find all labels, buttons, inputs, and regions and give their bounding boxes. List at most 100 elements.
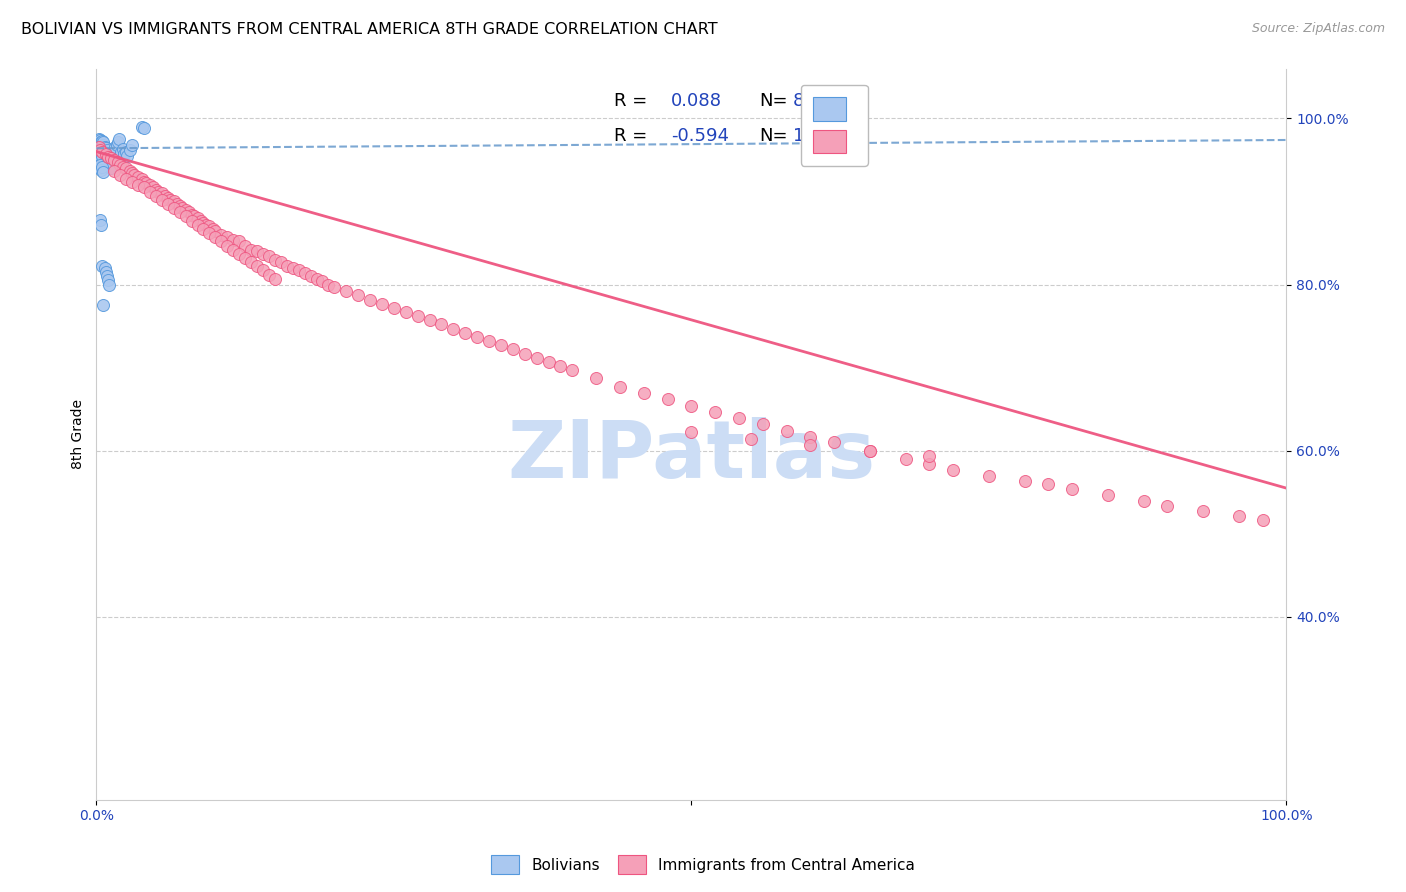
Point <box>145 188 167 202</box>
Point <box>90 138 112 153</box>
Text: N=: N= <box>759 93 787 111</box>
Point <box>150 186 173 201</box>
Y-axis label: 8th Grade: 8th Grade <box>72 399 86 469</box>
Point <box>98 277 121 292</box>
Point <box>93 139 115 153</box>
Point <box>193 216 215 230</box>
Point <box>299 269 322 284</box>
Point <box>121 166 143 180</box>
Point <box>263 252 285 267</box>
Point <box>1097 488 1119 502</box>
Point <box>93 146 115 161</box>
Point <box>681 425 703 440</box>
Point <box>270 255 292 269</box>
Point <box>163 194 186 209</box>
Point <box>657 392 679 407</box>
Point <box>281 260 304 275</box>
Point <box>115 145 138 159</box>
Point <box>240 255 263 269</box>
Point <box>132 175 155 189</box>
Point <box>98 153 121 167</box>
Point <box>100 151 122 165</box>
Point <box>740 432 762 446</box>
Point <box>94 265 117 279</box>
Point <box>108 168 131 182</box>
Point <box>98 150 121 164</box>
Point <box>222 233 245 247</box>
Point <box>105 138 128 153</box>
Point <box>246 260 269 274</box>
Point <box>859 443 882 458</box>
Point <box>98 156 121 170</box>
Point <box>91 134 114 148</box>
Point <box>1227 508 1250 523</box>
Text: 139: 139 <box>793 127 827 145</box>
Point <box>204 224 226 238</box>
Text: 0.088: 0.088 <box>671 93 723 111</box>
Point <box>96 269 118 284</box>
Point <box>233 251 256 265</box>
Point <box>97 160 120 174</box>
Point <box>252 247 274 261</box>
Point <box>93 156 115 170</box>
Point <box>127 178 149 192</box>
Point <box>204 230 226 244</box>
Point <box>132 121 155 136</box>
Point <box>228 235 250 249</box>
Point <box>752 417 775 432</box>
Point <box>228 247 250 261</box>
Point <box>96 143 118 157</box>
Point <box>169 205 191 219</box>
Point <box>97 150 120 164</box>
Point <box>502 343 524 357</box>
Point <box>118 163 141 178</box>
Point <box>87 140 110 154</box>
Point <box>209 235 232 249</box>
Point <box>537 355 560 369</box>
Point <box>91 144 114 158</box>
Point <box>89 212 111 227</box>
Point <box>94 141 117 155</box>
Point <box>179 205 201 219</box>
Text: R =: R = <box>614 93 652 111</box>
Text: 87: 87 <box>793 93 815 111</box>
Legend: , : , <box>801 85 868 166</box>
Point <box>97 151 120 165</box>
Point <box>93 298 115 312</box>
Point <box>918 457 941 471</box>
Point <box>681 399 703 413</box>
Point <box>91 149 114 163</box>
Point <box>93 153 115 167</box>
Point <box>294 266 316 280</box>
Point <box>103 145 125 159</box>
Point <box>90 140 112 154</box>
Point <box>91 145 114 159</box>
Point <box>89 145 111 159</box>
Point <box>198 226 221 240</box>
Point <box>359 293 381 307</box>
Point <box>382 301 405 315</box>
Point <box>139 178 162 192</box>
Point <box>87 161 110 176</box>
Point <box>94 147 117 161</box>
Point <box>91 137 114 152</box>
Point <box>127 169 149 184</box>
Point <box>93 138 115 153</box>
Point <box>347 288 370 302</box>
Point <box>222 243 245 257</box>
Point <box>305 272 328 286</box>
Point <box>942 463 965 477</box>
Point <box>1156 499 1178 513</box>
Point <box>124 168 146 182</box>
Point <box>89 139 111 153</box>
Point <box>609 380 631 394</box>
Point <box>180 213 202 227</box>
Point <box>94 148 117 162</box>
Point <box>104 140 127 154</box>
Point <box>441 321 464 335</box>
Point <box>108 158 131 172</box>
Point <box>918 449 941 463</box>
Point <box>1014 474 1036 488</box>
Point <box>107 135 129 149</box>
Point <box>90 146 112 161</box>
